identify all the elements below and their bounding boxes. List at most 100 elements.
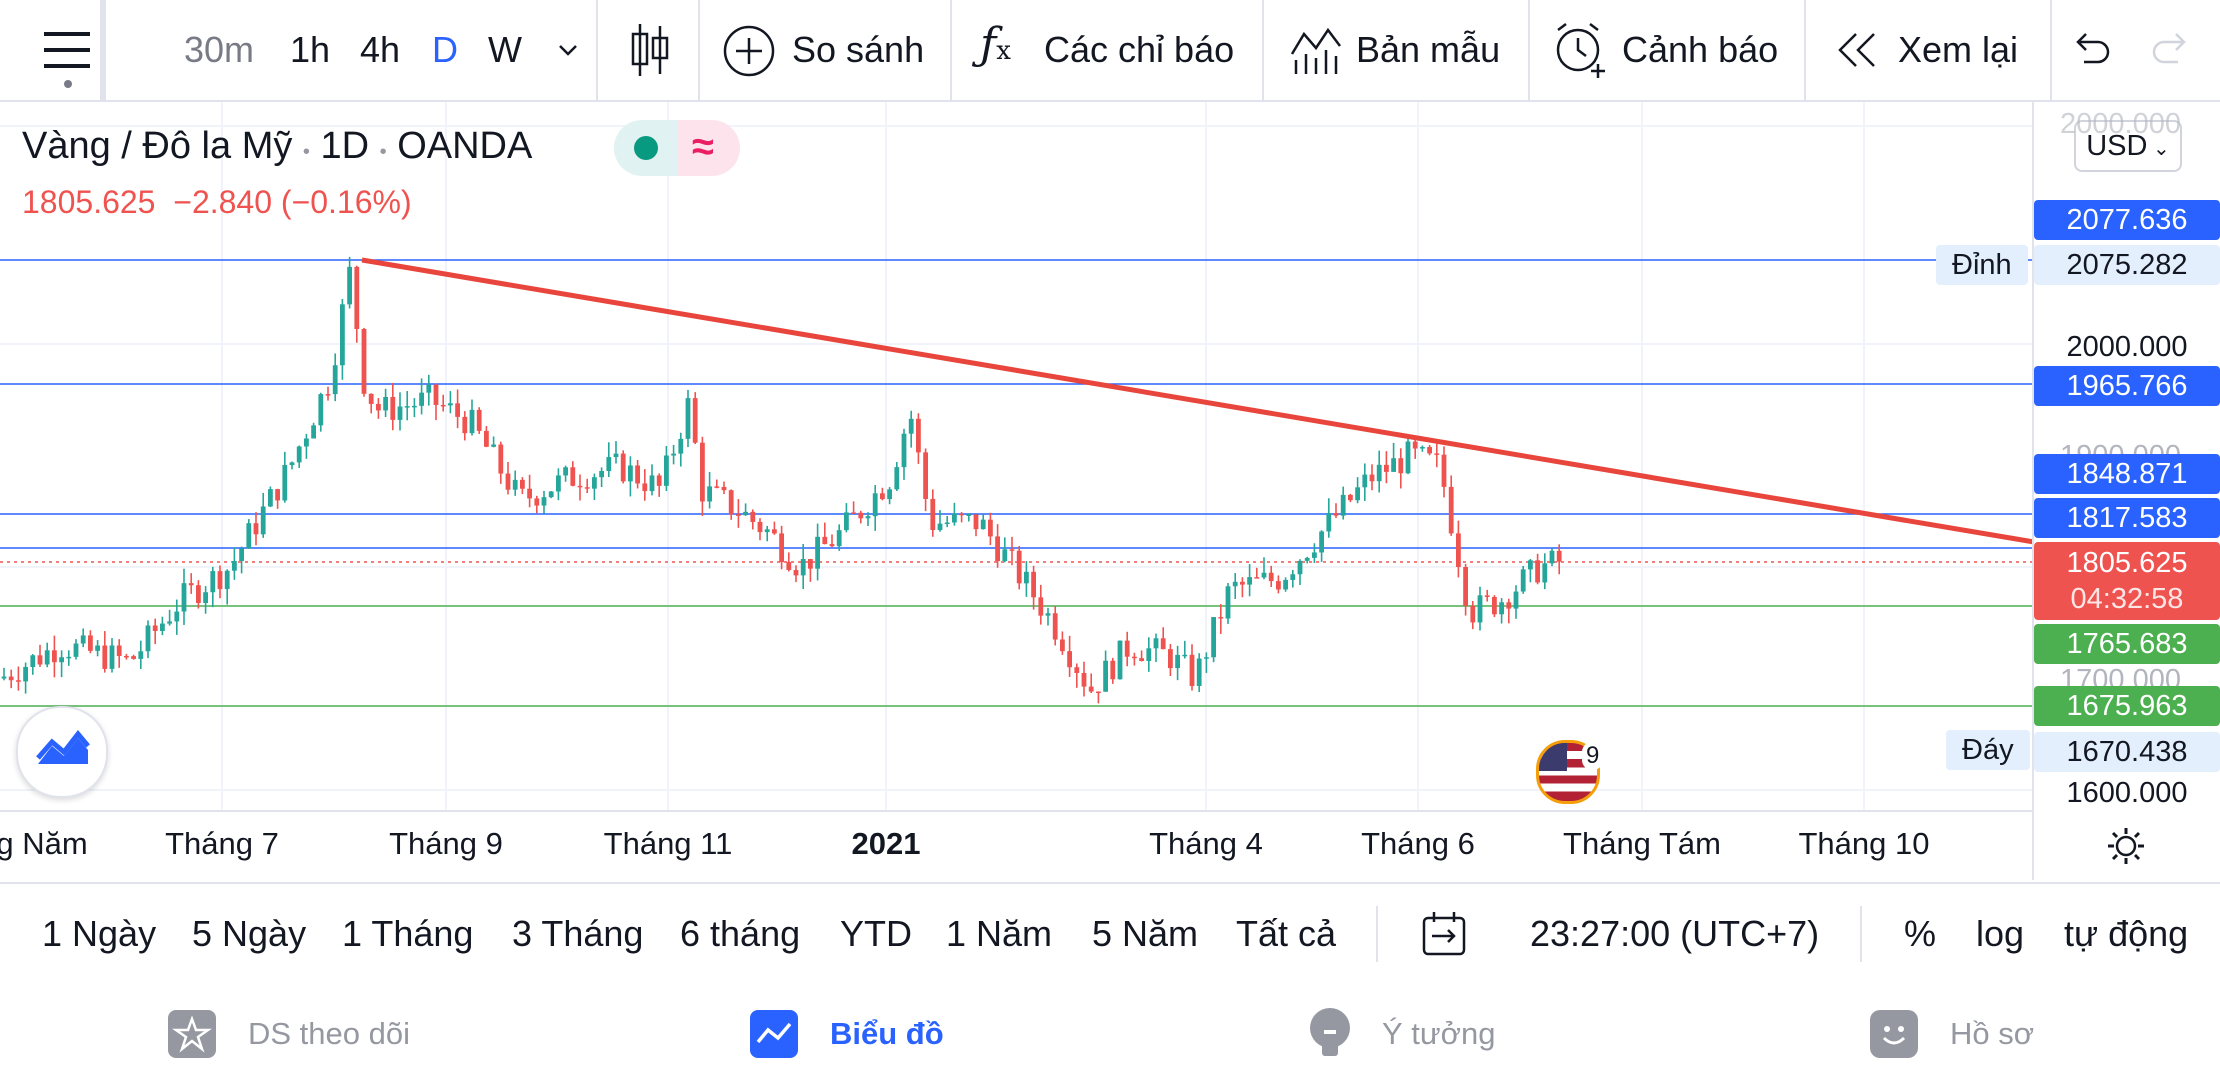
range-1m[interactable]: 1 Tháng <box>342 913 474 954</box>
time-axis[interactable] <box>0 810 2032 884</box>
candle-body <box>980 519 986 530</box>
alerts-button[interactable]: Cảnh báo <box>1622 29 1779 70</box>
low-tag: Đáy <box>1946 730 2030 770</box>
candle-body <box>167 621 172 624</box>
price-tick: 1600.000 <box>2066 777 2188 809</box>
price-chart[interactable] <box>0 102 2034 810</box>
range-ytd[interactable]: YTD <box>840 913 912 954</box>
range-3m[interactable]: 3 Tháng <box>512 913 644 954</box>
candle-body <box>1376 464 1382 482</box>
candle-body <box>628 465 633 482</box>
timezone-clock[interactable]: 23:27:00 (UTC+7) <box>1530 913 1820 954</box>
candle-body <box>1002 549 1008 562</box>
add-circle-icon[interactable] <box>722 24 776 78</box>
templates-icon[interactable] <box>1290 24 1342 76</box>
auto-toggle[interactable]: tự động <box>2064 913 2189 954</box>
candle-body <box>937 523 943 531</box>
nav-ideas[interactable]: Ý tưởng <box>1306 1006 1606 1062</box>
replay-button[interactable]: Xem lại <box>1898 29 2019 70</box>
goto-date-icon[interactable] <box>1420 910 1468 958</box>
market-status-pill[interactable]: ≈ <box>614 120 740 176</box>
candle-body <box>786 562 792 571</box>
candle-body <box>1182 654 1188 657</box>
candle-body <box>203 592 208 603</box>
candle-body <box>656 475 662 486</box>
candle-body <box>1319 531 1324 553</box>
range-1d[interactable]: 1 Ngày <box>42 913 157 954</box>
candles-icon[interactable] <box>628 22 672 78</box>
range-5d[interactable]: 5 Ngày <box>192 913 307 954</box>
candle-body <box>1441 454 1447 487</box>
candle-body <box>1477 595 1483 623</box>
candle-body <box>1506 602 1512 609</box>
currency-selector[interactable]: USD ⌄ <box>2074 120 2182 172</box>
nav-watchlist[interactable]: DS theo dõi <box>168 1006 468 1062</box>
range-6m[interactable]: 6 tháng <box>680 913 801 954</box>
interval-4h[interactable]: 4h <box>360 29 401 70</box>
candle-body <box>1096 691 1101 694</box>
candle-body <box>952 513 957 523</box>
range-all[interactable]: Tất cả <box>1236 913 1337 954</box>
candle-body <box>1218 617 1224 619</box>
function-icon[interactable]: ƒx <box>980 19 1011 70</box>
candle-body <box>498 444 504 474</box>
candle-body <box>844 512 849 531</box>
nav-chart[interactable]: Biểu đồ <box>750 1006 1050 1062</box>
events-badge[interactable]: 9 <box>1536 740 1616 804</box>
chart-logo-button[interactable] <box>16 706 108 798</box>
range-1y[interactable]: 1 Năm <box>946 913 1053 954</box>
last-price: 1805.625 <box>22 184 156 220</box>
candle-body <box>1405 441 1411 474</box>
candle-body <box>1535 560 1540 583</box>
candle-body <box>1060 639 1065 652</box>
candle-body <box>30 655 36 668</box>
price-tick-faded: 2000.000 <box>2060 108 2181 140</box>
nav-profile[interactable]: Hồ sơ <box>1870 1006 2170 1062</box>
candle-body <box>772 529 777 534</box>
candle-body <box>1434 453 1440 455</box>
candle-body <box>404 406 410 408</box>
candle-body <box>491 444 496 447</box>
candle-body <box>728 490 734 515</box>
chevron-down-icon[interactable] <box>556 38 580 62</box>
symbol-legend[interactable]: Vàng / Đô la Mỹ • 1D • OANDA <box>22 125 533 167</box>
interval-1h[interactable]: 1h <box>290 29 331 70</box>
candle-body <box>124 655 129 658</box>
undo-icon[interactable] <box>2070 32 2114 68</box>
rewind-icon[interactable] <box>1834 30 1882 70</box>
time-label: Tháng Tám <box>1563 826 1721 861</box>
indicators-button[interactable]: Các chỉ báo <box>1044 29 1235 70</box>
candle-body <box>1052 613 1058 640</box>
interval-30m[interactable]: 30m <box>184 29 255 70</box>
range-5y[interactable]: 5 Năm <box>1092 913 1199 954</box>
candle-body <box>1074 667 1080 673</box>
candle-body <box>1132 656 1137 659</box>
redo-icon[interactable] <box>2148 32 2192 68</box>
settings-gear-icon[interactable] <box>2106 826 2146 866</box>
candle-body <box>23 667 28 682</box>
candle-body <box>1340 494 1346 516</box>
candle-body <box>354 266 360 329</box>
templates-button[interactable]: Bản mẫu <box>1356 29 1501 70</box>
candle-body <box>1247 577 1252 585</box>
candle-body <box>527 488 532 499</box>
events-count: 9 <box>1582 742 1604 770</box>
candle-body <box>1499 602 1504 615</box>
candle-body <box>908 418 914 434</box>
log-toggle[interactable]: log <box>1976 913 2025 954</box>
candle-body <box>685 398 691 439</box>
percent-toggle[interactable]: % <box>1904 913 1937 954</box>
candle-body <box>1110 660 1116 680</box>
candle-body <box>1088 686 1094 692</box>
menu-dot <box>64 80 72 88</box>
smile-icon <box>1870 1010 1918 1058</box>
candle-body <box>174 611 180 622</box>
compare-button[interactable]: So sánh <box>792 29 925 70</box>
candle-body <box>347 266 352 305</box>
menu-icon[interactable] <box>40 28 92 72</box>
high-tag: Đỉnh <box>1936 245 2028 285</box>
alarm-clock-icon[interactable] <box>1552 20 1612 80</box>
candle-body <box>1016 550 1022 584</box>
interval-w[interactable]: W <box>488 29 522 70</box>
interval-d[interactable]: D <box>432 29 458 70</box>
